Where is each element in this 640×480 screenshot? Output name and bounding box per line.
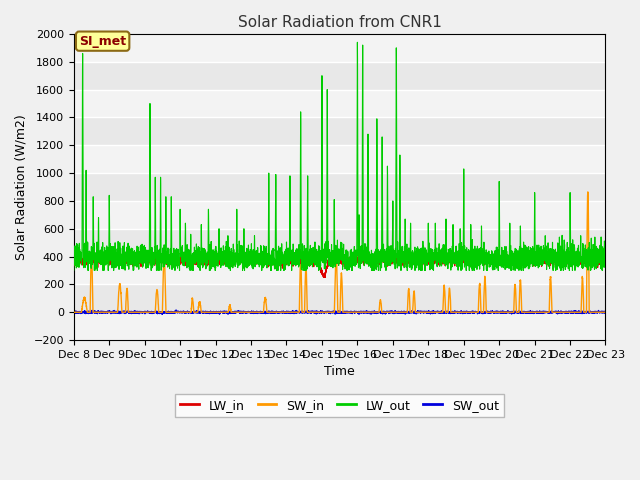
LW_out	[489, 267, 497, 273]
LW_in	[320, 272, 328, 278]
Line: SW_in: SW_in	[74, 192, 605, 312]
Line: LW_out: LW_out	[74, 42, 605, 271]
LW_in	[166, 258, 173, 264]
LW_out	[70, 267, 77, 273]
Line: SW_out: SW_out	[74, 310, 605, 314]
LW_in	[320, 275, 328, 280]
X-axis label: Time: Time	[324, 365, 355, 378]
Text: SI_met: SI_met	[79, 35, 126, 48]
LW_out	[353, 39, 361, 45]
SW_out	[601, 309, 609, 315]
LW_out	[320, 246, 328, 252]
LW_in	[602, 258, 609, 264]
LW_out	[602, 250, 609, 256]
Line: LW_in: LW_in	[74, 253, 605, 277]
SW_out	[429, 308, 437, 313]
LW_out	[84, 268, 92, 274]
LW_in	[601, 261, 609, 266]
Bar	[74, 257, 605, 285]
Bar	[74, 312, 605, 340]
SW_in	[459, 309, 467, 315]
Bar	[74, 90, 605, 118]
LW_in	[160, 251, 168, 256]
SW_out	[489, 310, 497, 315]
SW_out	[70, 309, 77, 315]
LW_out	[166, 261, 173, 266]
SW_in	[320, 309, 328, 315]
LW_out	[429, 252, 437, 258]
SW_out	[459, 311, 467, 316]
Bar	[74, 145, 605, 173]
Legend: LW_in, SW_in, LW_out, SW_out: LW_in, SW_in, LW_out, SW_out	[175, 394, 504, 417]
LW_out	[601, 244, 609, 250]
Bar	[74, 201, 605, 229]
SW_in	[584, 189, 591, 195]
Y-axis label: Solar Radiation (W/m2): Solar Radiation (W/m2)	[15, 114, 28, 260]
LW_in	[489, 256, 497, 262]
Bar	[74, 34, 605, 62]
SW_in	[166, 309, 173, 315]
SW_in	[70, 309, 77, 315]
SW_in	[602, 309, 609, 315]
SW_in	[429, 309, 437, 315]
LW_out	[459, 252, 467, 257]
SW_in	[489, 309, 497, 315]
SW_in	[601, 309, 609, 315]
SW_out	[166, 311, 173, 316]
SW_out	[320, 309, 328, 314]
LW_in	[429, 260, 437, 265]
LW_in	[459, 259, 467, 264]
SW_out	[158, 312, 166, 317]
LW_in	[70, 260, 77, 266]
SW_out	[172, 307, 180, 313]
SW_out	[602, 309, 609, 314]
Title: Solar Radiation from CNR1: Solar Radiation from CNR1	[237, 15, 442, 30]
